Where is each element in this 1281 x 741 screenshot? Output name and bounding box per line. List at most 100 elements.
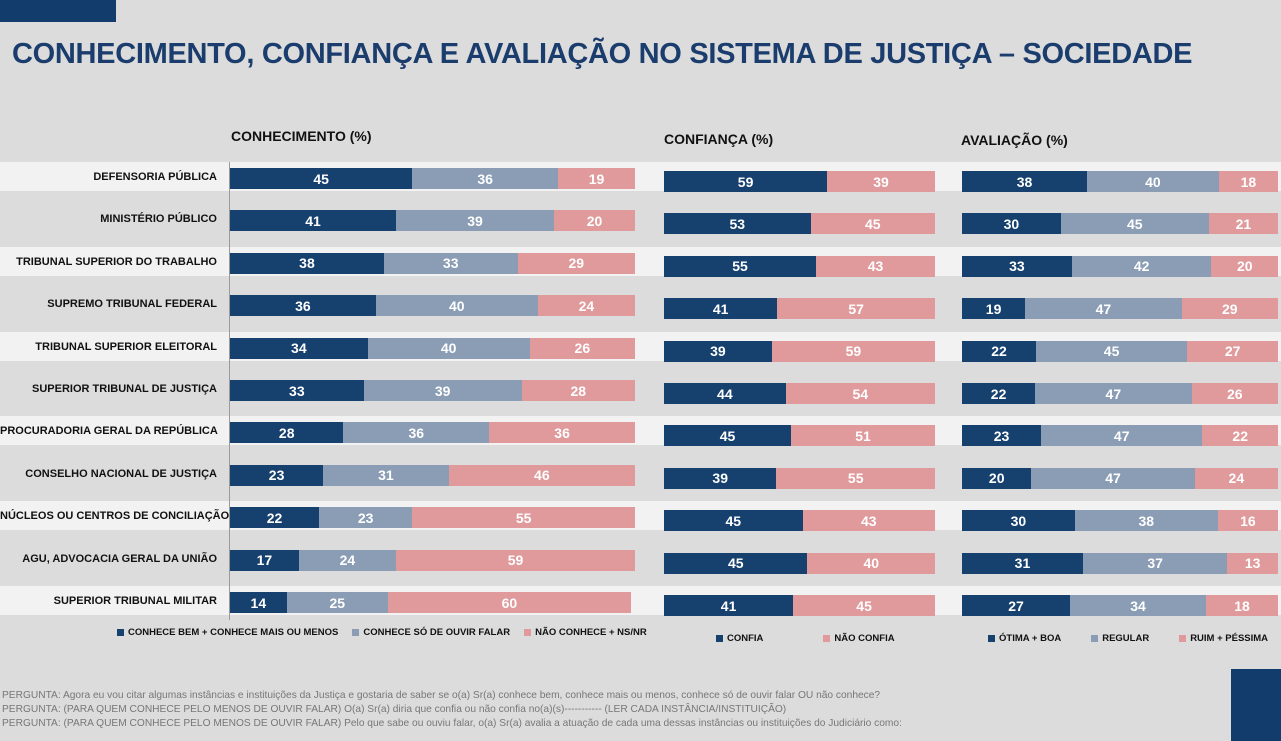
legend-item: CONHECE SÓ DE OUVIR FALAR xyxy=(352,627,510,638)
bar-segment: 43 xyxy=(816,255,935,277)
heading-conhecimento: CONHECIMENTO (%) xyxy=(231,128,372,144)
category-label: SUPERIOR TRIBUNAL MILITAR xyxy=(53,595,217,607)
bar-segment: 34 xyxy=(230,337,368,359)
bar-segment: 18 xyxy=(1206,595,1278,616)
bar-segment: 39 xyxy=(827,171,935,192)
bar-segment: 47 xyxy=(1035,383,1192,404)
legend-swatch xyxy=(823,635,831,642)
bar-segment: 36 xyxy=(412,168,559,189)
bar-segment: 24 xyxy=(298,549,397,571)
bar-segment: 36 xyxy=(230,295,376,317)
legend-swatch xyxy=(1179,635,1187,642)
bar-segment: 59 xyxy=(664,171,828,192)
bar-segment: 47 xyxy=(1031,467,1195,489)
legend-label: ÓTIMA + BOA xyxy=(999,633,1062,644)
bar-segment: 55 xyxy=(412,507,635,529)
legend-confianca: CONFIA NÃO CONFIA xyxy=(716,633,909,644)
question-notes: PERGUNTA: Agora eu vou citar algumas ins… xyxy=(2,689,902,731)
bar-segment: 40 xyxy=(375,295,538,317)
bar-segment: 55 xyxy=(664,255,817,277)
bar-segment: 22 xyxy=(962,383,1036,404)
bar-segment: 60 xyxy=(387,592,631,613)
bar-segment: 41 xyxy=(664,595,794,616)
bar-segment: 33 xyxy=(383,252,518,274)
bar-segment: 40 xyxy=(367,337,530,359)
legend-item: REGULAR xyxy=(1091,633,1149,644)
legend-swatch xyxy=(117,629,124,636)
legend-item: CONFIA xyxy=(716,633,763,644)
bar-segment: 37 xyxy=(1082,552,1228,574)
legend-label: CONHECE SÓ DE OUVIR FALAR xyxy=(363,627,511,638)
heading-confianca: CONFIANÇA (%) xyxy=(664,131,774,147)
bar-segment: 22 xyxy=(1202,425,1278,447)
category-label: TRIBUNAL SUPERIOR ELEITORAL xyxy=(35,340,217,353)
bar-segment: 20 xyxy=(554,210,635,232)
bar-segment: 23 xyxy=(230,464,324,486)
bar-segment: 22 xyxy=(230,507,320,529)
bar-segment: 21 xyxy=(1208,213,1278,235)
legend-swatch xyxy=(716,635,723,642)
bar-segment: 45 xyxy=(1035,340,1188,362)
legend-conhecimento: CONHECE BEM + CONHECE MAIS OU MENOS CONH… xyxy=(117,627,661,638)
bar-segment: 13 xyxy=(1227,552,1278,574)
bar-segment: 23 xyxy=(962,425,1041,447)
bar-segment: 43 xyxy=(802,510,935,532)
bar-segment: 54 xyxy=(785,383,935,404)
bar-segment: 14 xyxy=(230,592,287,613)
bar-segment: 27 xyxy=(962,595,1070,616)
question-note: PERGUNTA: Agora eu vou citar algumas ins… xyxy=(2,690,881,701)
bar-segment: 30 xyxy=(962,213,1061,235)
heading-avaliacao: AVALIAÇÃO (%) xyxy=(961,132,1068,148)
bar-segment: 27 xyxy=(1187,340,1278,362)
bar-segment: 42 xyxy=(1071,255,1212,277)
bar-segment: 33 xyxy=(230,380,364,401)
bar-segment: 23 xyxy=(319,507,413,529)
bar-segment: 45 xyxy=(1060,213,1209,235)
bar-segment: 19 xyxy=(962,298,1026,320)
bar-segment: 45 xyxy=(664,510,803,532)
bar-segment: 39 xyxy=(664,340,772,362)
bar-segment: 45 xyxy=(230,168,413,189)
bar-segment: 47 xyxy=(1025,298,1182,320)
category-label: MINISTÉRIO PÚBLICO xyxy=(100,213,217,226)
bar-segment: 34 xyxy=(1070,595,1206,616)
bar-segment: 28 xyxy=(521,380,635,401)
category-label: AGU, ADVOCACIA GERAL DA UNIÃO xyxy=(22,552,217,565)
bar-segment: 33 xyxy=(962,255,1072,277)
bar-segment: 28 xyxy=(230,422,344,444)
legend-label: NÃO CONHECE + NS/NR xyxy=(535,627,647,638)
category-label: SUPERIOR TRIBUNAL DE JUSTIÇA xyxy=(32,383,217,395)
bar-segment: 45 xyxy=(793,595,935,616)
bar-segment: 31 xyxy=(962,552,1083,574)
bar-segment: 20 xyxy=(962,467,1032,489)
legend-item: RUIM + PÉSSIMA xyxy=(1179,633,1268,644)
category-label: NÚCLEOS OU CENTROS DE CONCILIAÇÃO xyxy=(0,510,230,523)
bar-segment: 24 xyxy=(537,295,635,317)
bar-segment: 36 xyxy=(489,422,635,444)
legend-swatch xyxy=(352,629,360,636)
bar-segment: 40 xyxy=(807,552,935,574)
axis-line xyxy=(229,162,230,620)
corner-accent-top xyxy=(0,0,116,22)
bar-segment: 40 xyxy=(1087,171,1219,192)
bar-segment: 39 xyxy=(363,380,522,401)
bar-segment: 41 xyxy=(230,210,397,232)
bar-segment: 59 xyxy=(396,549,635,571)
bar-segment: 30 xyxy=(962,510,1075,532)
category-label: DEFENSORIA PÚBLICA xyxy=(93,171,217,183)
bar-segment: 46 xyxy=(448,464,635,486)
bar-segment: 18 xyxy=(1218,171,1278,192)
bar-segment: 17 xyxy=(230,549,299,571)
bar-segment: 44 xyxy=(664,383,786,404)
bar-segment: 55 xyxy=(776,467,935,489)
bar-segment: 20 xyxy=(1211,255,1278,277)
legend-avaliacao: ÓTIMA + BOA REGULAR RUIM + PÉSSIMA xyxy=(988,633,1281,644)
bar-segment: 47 xyxy=(1041,425,1203,447)
question-note: PERGUNTA: (PARA QUEM CONHECE PELO MENOS … xyxy=(2,718,902,729)
bar-segment: 41 xyxy=(664,298,778,320)
legend-label: CONHECE BEM + CONHECE MAIS OU MENOS xyxy=(128,627,339,638)
bar-segment: 38 xyxy=(962,171,1088,192)
bar-segment: 31 xyxy=(323,464,449,486)
bar-segment: 39 xyxy=(396,210,554,232)
legend-swatch xyxy=(1091,635,1099,642)
